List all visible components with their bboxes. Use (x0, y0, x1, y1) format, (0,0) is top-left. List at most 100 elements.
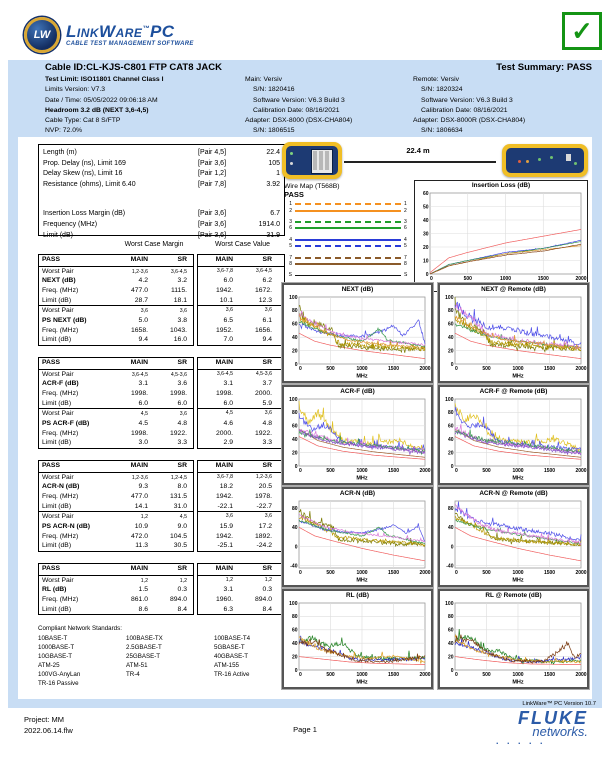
table-row: 4,5 3,6 (198, 408, 284, 419)
svg-text:1000: 1000 (512, 672, 523, 678)
button-icon (566, 154, 571, 161)
svg-text:20: 20 (292, 348, 298, 354)
svg-text:40: 40 (448, 335, 454, 341)
next-table: PASS MAIN SR Worst Pair 1,2-3,6 3,6-4,5 NEXT (… (38, 254, 285, 346)
table-row: Freq. (MHz) 1998. 1998. (39, 389, 193, 399)
cell-main-margin: 1,2 (140, 514, 148, 521)
rl-table: PASS MAIN SR Worst Pair 1,2 1,2 RL (dB) 1.5 0.3 F… (38, 563, 285, 616)
standard-item: ATM-25 (38, 662, 60, 669)
col-header: MAIN (215, 565, 233, 572)
table-row: 15.9 17.2 (198, 522, 284, 532)
summary-label: Insertion Loss Margin (dB) (43, 210, 126, 218)
cell-main-margin: 10.9 (134, 522, 148, 530)
wire-pin-left: 3 (289, 218, 292, 225)
wire-pin-left: 4 (289, 236, 292, 243)
table-row: Freq. (MHz) 477.0 131.5 (39, 492, 193, 502)
cell-main-value: 10.1 (219, 296, 233, 304)
standards-columns: 10BASE-T 1000BASE-T 10GBASE-T ATM-25 100VG-A… (38, 634, 302, 688)
table-row: Freq. (MHz) 1998. 1922. (39, 429, 193, 439)
cell-sr-value: 3,6 (264, 513, 272, 520)
svg-text:0: 0 (455, 672, 458, 678)
fluke-word: FLUKE (518, 708, 588, 728)
chart-title: ACR-F (dB) (340, 388, 375, 395)
svg-text:100: 100 (445, 397, 454, 403)
header-band: Cable ID:CL-KJS-C801 FTP CAT8 JACK Test … (8, 60, 602, 137)
standards-column: 10BASE-T 1000BASE-T 10GBASE-T ATM-25 100VG-A… (38, 634, 126, 688)
info-line: S/N: 1806634 (421, 127, 463, 135)
svg-text:500: 500 (482, 570, 491, 576)
svg-text:MHz: MHz (512, 578, 524, 584)
table-row: 1,2 1,2 (198, 576, 284, 586)
cell-main-margin: 1998. (130, 389, 148, 397)
table-row: 18.2 20.5 (198, 482, 284, 492)
svg-text:50: 50 (423, 204, 429, 210)
cell-main-value: 6.3 (223, 605, 233, 613)
row-label: Limit (dB) (42, 399, 72, 407)
info-line: Adapter: DSX-8000R (DSX-CHA804) (413, 117, 526, 125)
standard-item: 100BASE-T4 (214, 635, 251, 642)
table-row: 3,6 3,6 (198, 511, 284, 522)
row-label: Worst Pair (42, 370, 74, 378)
svg-text:40: 40 (292, 525, 298, 531)
svg-text:80: 80 (448, 506, 454, 512)
cell-main-margin: 9.4 (138, 336, 148, 344)
summary-value: 22.4 (266, 149, 280, 156)
svg-text:500: 500 (326, 366, 335, 372)
chart-grid: NEXT (dB) 0 20 40 60 80 100 0 500 1000 1500 2000 MHz… (281, 282, 590, 690)
table-row: Limit (dB) 6.0 6.0 (39, 399, 193, 409)
svg-text:1000: 1000 (356, 468, 367, 474)
row-label: Freq. (MHz) (42, 326, 79, 334)
col-header: SR (177, 565, 187, 572)
row-label: Limit (dB) (42, 296, 72, 304)
table-row: ACR-F (dB) 3.1 3.6 (39, 379, 193, 389)
value-box: MAIN SR 3,6-7,8 3,6-4,5 6.0 6.2 1942. 1672. 10.1… (197, 254, 285, 346)
table-row: PS ACR-F (dB) 4.5 4.8 (39, 419, 193, 429)
cell-sr-margin: 6.0 (177, 399, 187, 407)
svg-text:40: 40 (448, 641, 454, 647)
standards-section: Compliant Network Standards: 10BASE-T 100… (38, 624, 302, 688)
cell-sr-value: 1978. (254, 492, 272, 500)
linkware-logo: LW LinkWare™PC CABLE TEST MANAGEMENT SOF… (24, 17, 194, 53)
cell-sr-value: 1,2-3,6 (255, 473, 272, 480)
table-row: RL (dB) 1.5 0.3 (39, 585, 193, 595)
cell-main-value: 15.9 (219, 522, 233, 530)
summary-pair: [Pair 3,6] (198, 231, 227, 239)
cell-main-value: 1998. (215, 389, 233, 397)
svg-text:2000: 2000 (419, 570, 430, 576)
svg-text:1500: 1500 (544, 366, 555, 372)
svg-text:20: 20 (448, 450, 454, 456)
standards-column: 100BASE-TX 2.5GBASE-T 25GBASE-T ATM-51 TR-4 (126, 634, 214, 688)
table-header-row: PASS MAIN SR (39, 255, 193, 267)
svg-text:40: 40 (292, 641, 298, 647)
wire-pin-left: 1 (289, 201, 292, 208)
charts-column: 22.4 m Wire Map (T568B) (281, 137, 592, 697)
cell-sr-margin: 1998. (169, 389, 187, 397)
info-line: Cable Type: Cat 8 S/FTP (45, 117, 121, 125)
svg-text:MHz: MHz (356, 476, 368, 482)
cell-sr-margin: 1043. (169, 326, 187, 334)
table-row: 7.0 9.4 (198, 335, 284, 345)
svg-text:2000: 2000 (575, 672, 586, 678)
table-row: 1952. 1656. (198, 326, 284, 336)
cell-main-margin: 4.5 (138, 419, 148, 427)
svg-text:2000: 2000 (575, 366, 586, 372)
standard-item: ATM-51 (126, 662, 148, 669)
wire-pin-right: 2 (404, 207, 407, 214)
col-header: SR (177, 256, 187, 263)
cell-sr-value: 3.3 (262, 439, 272, 447)
wire-pin-right: S (404, 272, 408, 279)
table-row: 3,6 3,6 (198, 305, 284, 316)
cell-main-margin: 1,2-3,6 (131, 268, 148, 275)
standard-item: ATM-155 (214, 662, 239, 669)
project-name: Project: MM (24, 715, 65, 724)
svg-text:0: 0 (451, 464, 454, 470)
summary-label: Length (m) (43, 149, 77, 156)
summary-row: Insertion Loss Margin (dB) [Pair 3,6] 6.7 (43, 209, 280, 220)
svg-text:MHz: MHz (512, 476, 524, 482)
cell-main-value: 2.9 (223, 439, 233, 447)
standard-item: 1000BASE-T (38, 644, 75, 651)
col-header: MAIN (215, 359, 233, 366)
table-row: 4.6 4.8 (198, 419, 284, 429)
cell-main-margin: 8.6 (138, 605, 148, 613)
